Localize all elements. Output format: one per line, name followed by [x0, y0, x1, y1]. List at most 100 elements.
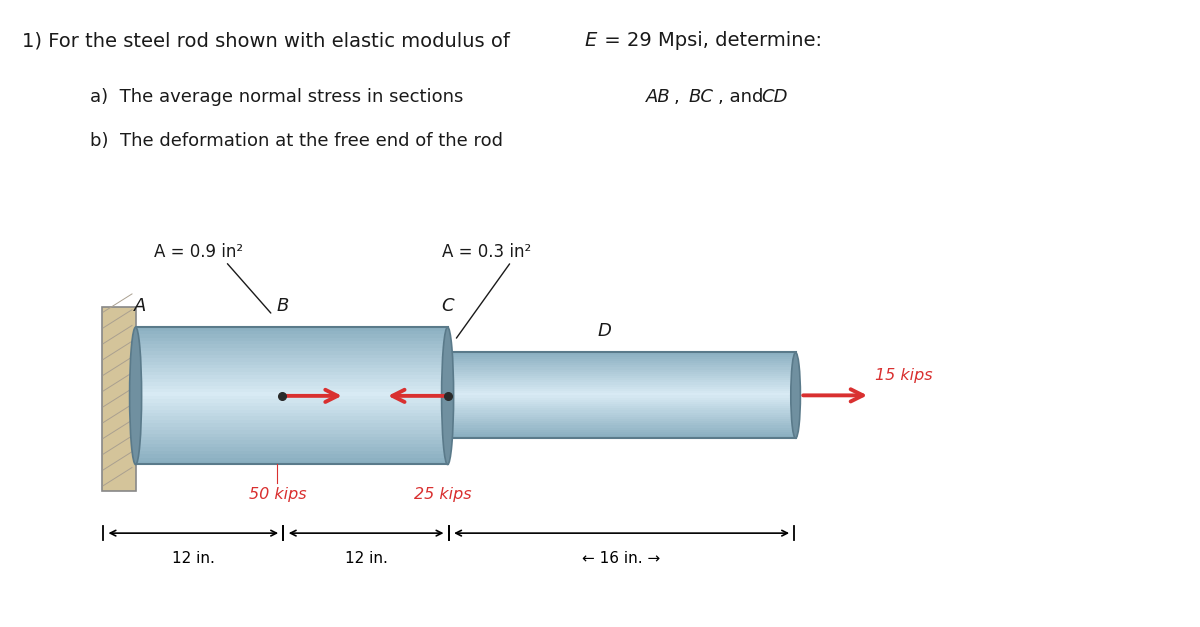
Bar: [136, 351, 448, 355]
Bar: [136, 451, 448, 454]
Text: E: E: [584, 31, 596, 50]
Bar: [448, 425, 796, 428]
Bar: [448, 381, 796, 382]
Bar: [136, 382, 448, 386]
Bar: [448, 374, 796, 376]
Bar: [448, 421, 796, 423]
Text: 50 kips: 50 kips: [248, 487, 306, 502]
Bar: [448, 384, 796, 387]
Bar: [136, 327, 448, 330]
Bar: [136, 447, 448, 451]
Bar: [136, 379, 448, 382]
Bar: [448, 429, 796, 432]
Text: 1) For the steel rod shown with elastic modulus of: 1) For the steel rod shown with elastic …: [22, 31, 516, 50]
Text: 15 kips: 15 kips: [875, 367, 932, 382]
Text: a)  The average normal stress in sections: a) The average normal stress in sections: [90, 88, 469, 106]
Bar: [448, 417, 796, 419]
Bar: [448, 378, 796, 381]
Bar: [448, 352, 796, 438]
Bar: [448, 393, 796, 396]
Bar: [136, 444, 448, 447]
Bar: [448, 376, 796, 378]
Bar: [448, 352, 796, 355]
Bar: [448, 423, 796, 425]
Bar: [136, 423, 448, 427]
Text: 12 in.: 12 in.: [172, 551, 215, 566]
Text: b)  The deformation at the free end of the rod: b) The deformation at the free end of th…: [90, 132, 503, 150]
Bar: [136, 396, 448, 399]
Bar: [136, 358, 448, 362]
Text: A = 0.3 in²: A = 0.3 in²: [442, 243, 530, 261]
Text: BC: BC: [689, 88, 714, 106]
Bar: [136, 386, 448, 389]
Bar: [136, 430, 448, 434]
Bar: [136, 427, 448, 430]
Bar: [448, 357, 796, 359]
Text: A = 0.9 in²: A = 0.9 in²: [154, 243, 242, 261]
Bar: [136, 334, 448, 337]
Bar: [136, 461, 448, 465]
Text: , and: , and: [718, 88, 769, 106]
Bar: [136, 376, 448, 379]
Bar: [448, 372, 796, 374]
Bar: [102, 307, 136, 491]
Bar: [136, 330, 448, 334]
Bar: [448, 436, 796, 438]
Bar: [448, 408, 796, 411]
Bar: [136, 365, 448, 369]
Bar: [448, 363, 796, 366]
Bar: [136, 420, 448, 423]
Bar: [136, 399, 448, 403]
Bar: [136, 344, 448, 348]
Bar: [448, 398, 796, 399]
Bar: [448, 414, 796, 417]
Bar: [448, 387, 796, 389]
Text: D: D: [598, 322, 611, 340]
Bar: [136, 369, 448, 372]
Bar: [448, 406, 796, 408]
Bar: [136, 441, 448, 444]
Bar: [448, 391, 796, 393]
Bar: [448, 355, 796, 357]
Bar: [136, 337, 448, 341]
Bar: [448, 382, 796, 384]
Bar: [448, 366, 796, 367]
Bar: [448, 402, 796, 404]
Bar: [448, 367, 796, 370]
Bar: [448, 370, 796, 372]
Bar: [136, 341, 448, 344]
Bar: [448, 389, 796, 391]
Bar: [448, 361, 796, 363]
Bar: [448, 434, 796, 436]
Bar: [136, 437, 448, 441]
Bar: [136, 393, 448, 396]
Bar: [448, 399, 796, 402]
Text: = 29 Mpsi, determine:: = 29 Mpsi, determine:: [598, 31, 822, 50]
Bar: [136, 416, 448, 420]
Text: 12 in.: 12 in.: [344, 551, 388, 566]
Bar: [136, 406, 448, 409]
Bar: [448, 396, 796, 398]
Bar: [136, 403, 448, 406]
Bar: [448, 432, 796, 434]
Bar: [448, 359, 796, 361]
Bar: [136, 372, 448, 376]
Bar: [136, 355, 448, 358]
Bar: [448, 419, 796, 421]
Bar: [136, 389, 448, 393]
Bar: [136, 458, 448, 461]
Ellipse shape: [442, 327, 454, 465]
Bar: [448, 404, 796, 406]
Text: 25 kips: 25 kips: [414, 487, 472, 502]
Bar: [136, 434, 448, 437]
Bar: [448, 428, 796, 429]
Text: ← 16 in. →: ← 16 in. →: [582, 551, 661, 566]
Ellipse shape: [791, 352, 800, 438]
Bar: [136, 409, 448, 413]
Bar: [136, 327, 448, 465]
Bar: [448, 413, 796, 414]
Text: AB: AB: [646, 88, 671, 106]
Text: B: B: [276, 297, 288, 315]
Bar: [136, 362, 448, 365]
Bar: [136, 454, 448, 458]
